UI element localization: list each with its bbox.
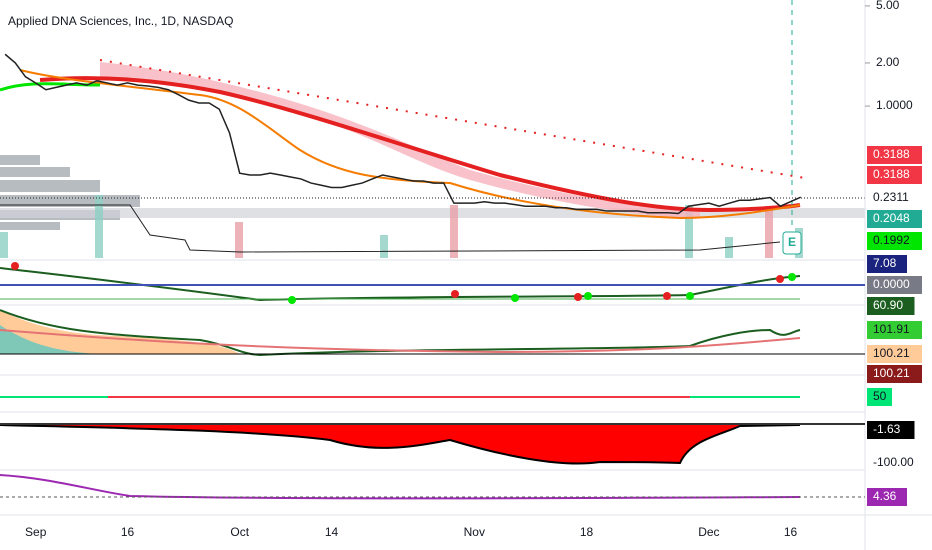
x-tick-label: 18 (580, 525, 594, 539)
x-tick-label: 16 (784, 525, 798, 539)
moving-average (19, 69, 801, 220)
price-tag-label: 0.3188 (873, 147, 910, 161)
price-tag (867, 255, 907, 273)
signal-dots (11, 262, 796, 304)
price-tag (867, 166, 922, 184)
price-tag (867, 488, 907, 506)
price-tag-label: 4.36 (873, 489, 897, 503)
indicator-line (0, 267, 801, 302)
indicator-line (0, 474, 801, 500)
indicator-line (0, 309, 801, 357)
ma-cloud (100, 62, 700, 218)
y-tick-label: 5.00 (876, 0, 900, 12)
earnings-icon (782, 231, 802, 255)
indicator-line (0, 329, 801, 354)
price-tag (867, 210, 922, 228)
price-tag (867, 276, 922, 294)
price-tag (867, 297, 915, 315)
price-tag-label: 50 (873, 389, 887, 403)
price-tag-label: 0.2048 (873, 211, 910, 225)
indicator-line (0, 424, 801, 465)
volume-bars (235, 205, 773, 258)
moving-average (39, 76, 801, 213)
x-tick-label: 16 (121, 525, 135, 539)
price-tag-label: 0.1992 (873, 233, 910, 247)
x-tick-label: Nov (464, 525, 485, 539)
price-tag (867, 232, 922, 250)
price-tag-label: -1.63 (873, 422, 901, 436)
price-tag (867, 365, 922, 383)
price-tag-label: 0.0000 (873, 277, 910, 291)
x-tick-label: 14 (325, 525, 339, 539)
y-tick-label: 1.0000 (876, 98, 913, 112)
price-tag (867, 321, 922, 339)
price-tag (867, 421, 915, 439)
price-tag-label: 60.90 (873, 298, 903, 312)
chart-title: Applied DNA Sciences, Inc., 1D, NASDAQ (8, 14, 233, 28)
highlight-band (0, 208, 865, 218)
earnings-letter: E (788, 235, 796, 249)
x-tick-label: Oct (230, 525, 249, 539)
indicator-area (0, 325, 100, 354)
y-tick-label: 2.00 (876, 55, 900, 69)
price-tag-label: -100.00 (873, 455, 914, 469)
price-tag-label: 100.21 (873, 366, 910, 380)
x-tick-label: Dec (698, 525, 719, 539)
price-line (4, 53, 802, 215)
price-tag-label: 100.21 (873, 346, 910, 360)
indicator-area (0, 425, 800, 464)
price-tag (867, 345, 922, 363)
price-tag (867, 146, 922, 164)
price-tag (867, 388, 892, 406)
price-tag-label: 0.2311 (873, 190, 909, 204)
volume-ma (0, 204, 781, 253)
price-tag-label: 7.08 (873, 256, 897, 270)
price-tag-label: 0.3188 (873, 167, 910, 181)
x-tick-label: Sep (25, 525, 47, 539)
price-tag-label: 101.91 (873, 322, 910, 336)
